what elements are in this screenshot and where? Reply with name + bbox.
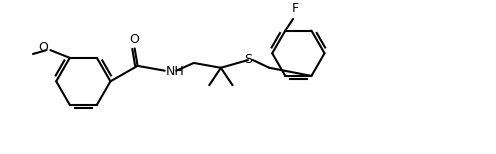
Text: F: F — [292, 2, 299, 15]
Text: S: S — [244, 53, 252, 66]
Text: O: O — [130, 32, 139, 46]
Text: NH: NH — [166, 65, 185, 78]
Text: O: O — [39, 41, 49, 54]
